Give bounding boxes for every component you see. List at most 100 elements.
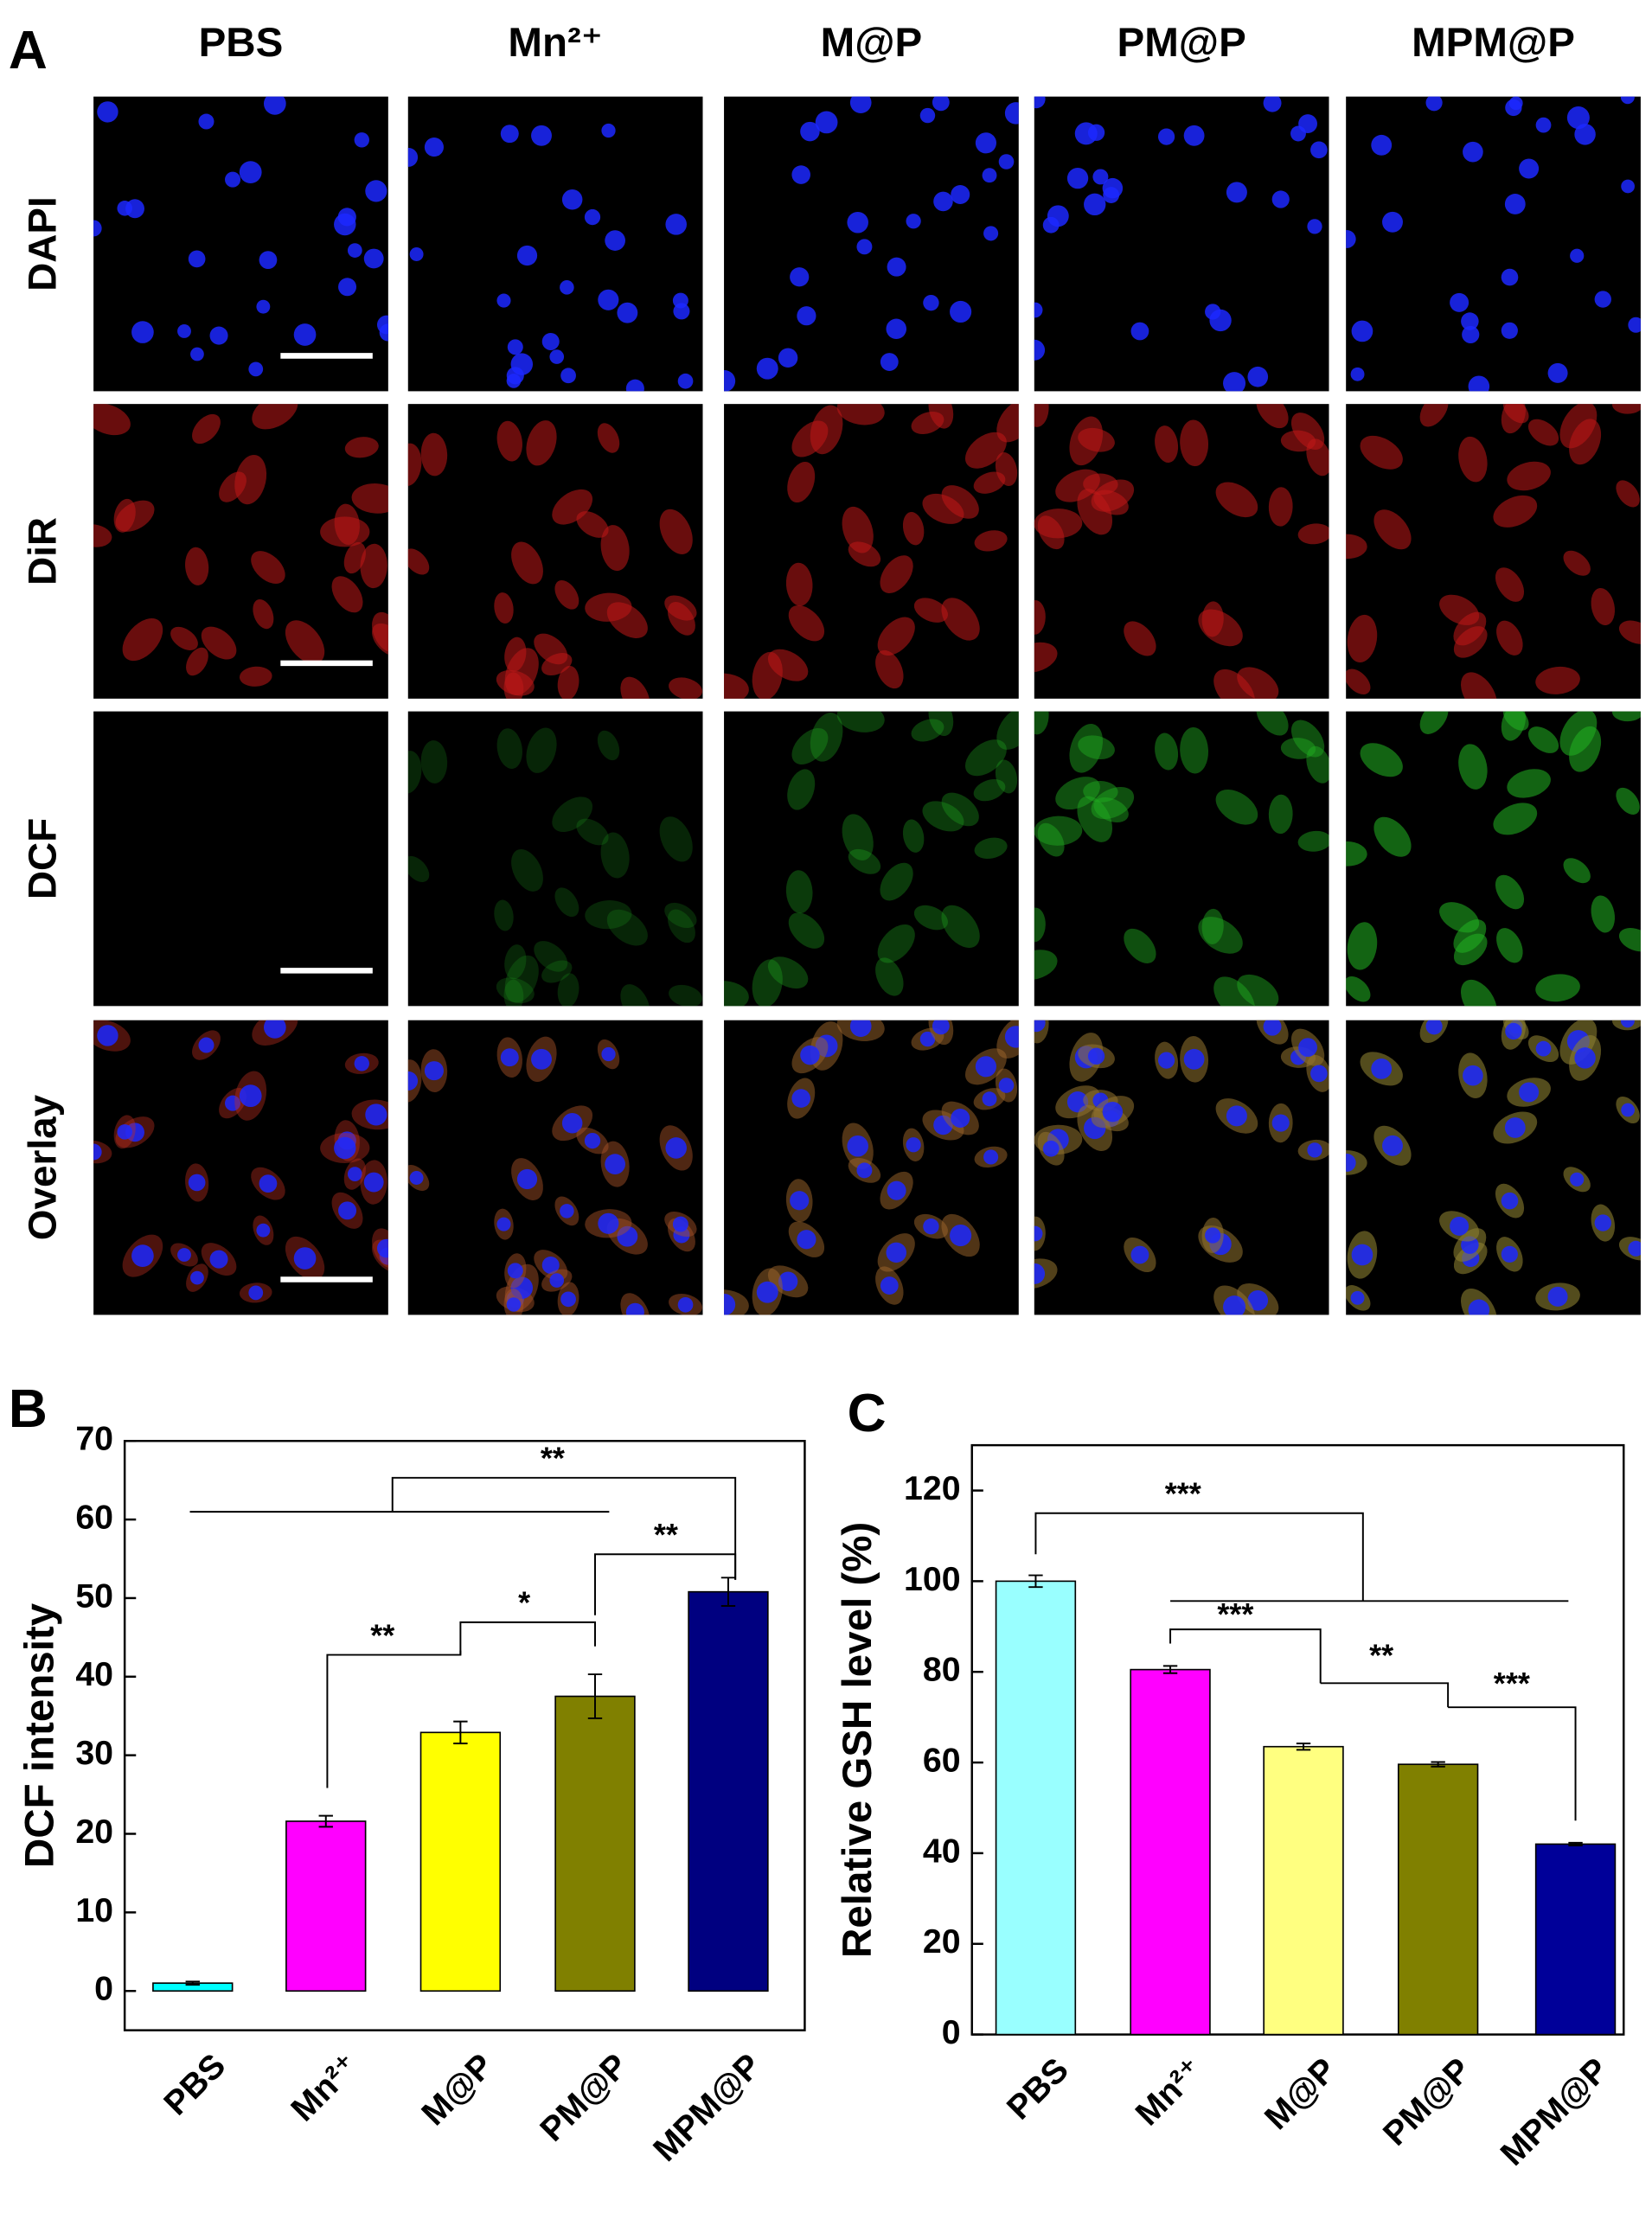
cell: [1155, 732, 1179, 771]
nucleus: [923, 1218, 939, 1235]
cell: [526, 727, 557, 773]
cell: [1501, 711, 1526, 741]
nucleus: [560, 1204, 574, 1219]
nucleus: [1004, 102, 1019, 125]
cell: [360, 543, 387, 589]
cell: [1527, 726, 1559, 753]
cell: [848, 541, 881, 567]
cell: [331, 576, 363, 613]
nucleus: [1501, 1192, 1519, 1210]
nucleus: [209, 1250, 228, 1269]
cells: [407, 727, 702, 1007]
cell: [1373, 816, 1412, 857]
cell: [1496, 620, 1523, 656]
nucleus: [1519, 1082, 1540, 1103]
cell: [557, 973, 579, 1007]
cell: [880, 862, 913, 901]
cell: [170, 626, 198, 650]
cell: [1213, 976, 1255, 1007]
cell: [877, 924, 915, 963]
cell: [752, 959, 783, 1007]
nucleus: [598, 1212, 619, 1234]
cells: [1346, 711, 1641, 1007]
cell: [1346, 841, 1367, 867]
nucleus: [756, 357, 778, 380]
nucleus: [560, 368, 576, 384]
nucleus: [1247, 366, 1269, 387]
cell: [552, 796, 593, 833]
nucleus: [376, 1238, 388, 1258]
cell: [1201, 908, 1224, 944]
cell: [1201, 601, 1224, 637]
nucleus: [190, 1270, 204, 1285]
nucleus: [1468, 375, 1490, 392]
cell: [995, 452, 1018, 486]
nucleus: [923, 294, 939, 311]
bar: [285, 1820, 367, 1993]
bar: [419, 1731, 502, 1993]
cell: [1591, 895, 1616, 933]
nucleus: [856, 1162, 873, 1179]
nucleus: [506, 374, 522, 388]
nucleus: [1425, 1020, 1443, 1035]
cell: [1083, 780, 1118, 803]
significance-bracket: [1448, 1706, 1577, 1821]
nucleus: [778, 1271, 798, 1292]
cell: [902, 512, 925, 546]
nucleus: [1066, 1091, 1089, 1113]
significance-bracket: [1320, 1682, 1450, 1708]
cell: [1460, 979, 1497, 1007]
nucleus: [1183, 1048, 1205, 1070]
nucleus: [1034, 1020, 1046, 1033]
cell: [251, 551, 285, 584]
y-axis-label: Relative GSH level (%): [835, 1522, 880, 1958]
nucleus: [256, 1223, 271, 1238]
nucleus: [1263, 96, 1282, 112]
micrograph: [1034, 404, 1329, 699]
nucleus: [293, 1247, 317, 1270]
nucleus: [541, 1256, 560, 1274]
cell: [1215, 482, 1258, 518]
nucleus: [376, 315, 388, 335]
cell: [620, 984, 650, 1007]
nucleus: [933, 1115, 953, 1135]
nucleus: [849, 96, 872, 113]
nucleus: [1205, 1227, 1221, 1244]
cell: [1373, 509, 1412, 550]
y-tick-label: 40: [75, 1655, 113, 1693]
nucleus: [1505, 99, 1522, 117]
cell: [941, 598, 980, 641]
nucleus: [1004, 1026, 1019, 1048]
nucleus: [347, 1167, 362, 1181]
nucleus: [1504, 1117, 1526, 1138]
nucleus: [1621, 179, 1635, 194]
cell: [1069, 724, 1104, 773]
micrograph: [724, 96, 1019, 392]
nucleus: [93, 1143, 102, 1161]
cell: [787, 461, 816, 503]
nucleus: [363, 1172, 384, 1193]
cell: [974, 530, 1008, 552]
cell: [1306, 745, 1329, 784]
cell: [922, 801, 964, 832]
column-header: Mn²⁺: [508, 20, 602, 66]
micrograph: [724, 1020, 1019, 1315]
nucleus: [791, 165, 810, 184]
significance-label: **: [1369, 1637, 1393, 1673]
nucleus: [407, 147, 419, 167]
panel-label: A: [9, 21, 48, 80]
nucleus: [951, 1109, 970, 1129]
nucleus: [1102, 1101, 1124, 1123]
nucleus: [1226, 182, 1247, 203]
cell: [911, 719, 944, 742]
cell: [1563, 858, 1591, 884]
cell: [1501, 404, 1526, 434]
cell: [1034, 642, 1058, 673]
cell: [1616, 480, 1640, 508]
nucleus: [409, 247, 424, 261]
nucleus: [293, 323, 317, 346]
cell: [1439, 902, 1480, 933]
nucleus: [1351, 1244, 1373, 1266]
nucleus: [424, 1061, 444, 1081]
nucleus: [97, 1025, 118, 1046]
